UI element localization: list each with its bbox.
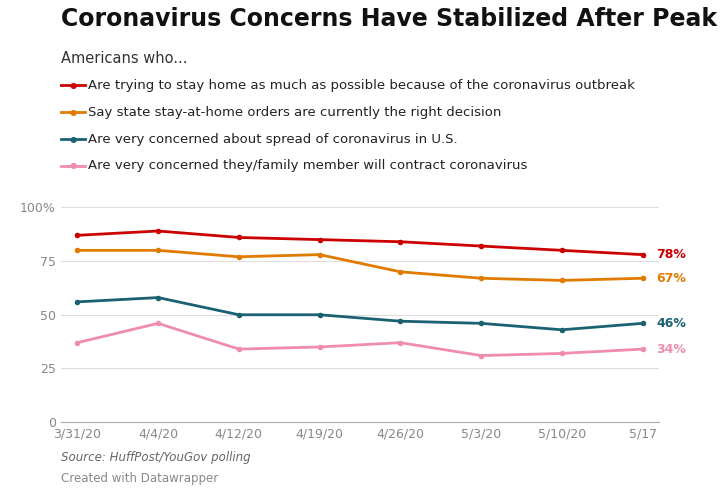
Text: Are trying to stay home as much as possible because of the coronavirus outbreak: Are trying to stay home as much as possi… bbox=[88, 79, 635, 92]
Text: Are very concerned about spread of coronavirus in U.S.: Are very concerned about spread of coron… bbox=[88, 133, 457, 145]
Text: Source: HuffPost/YouGov polling: Source: HuffPost/YouGov polling bbox=[61, 451, 251, 465]
Text: Coronavirus Concerns Have Stabilized After Peak In April: Coronavirus Concerns Have Stabilized Aft… bbox=[61, 7, 720, 31]
Text: Say state stay-at-home orders are currently the right decision: Say state stay-at-home orders are curren… bbox=[88, 106, 501, 119]
Text: ●: ● bbox=[69, 135, 77, 143]
Text: 46%: 46% bbox=[657, 317, 686, 330]
Text: 67%: 67% bbox=[657, 272, 686, 285]
Text: ●: ● bbox=[69, 81, 77, 90]
Text: Americans who...: Americans who... bbox=[61, 51, 188, 66]
Text: 78%: 78% bbox=[657, 248, 686, 261]
Text: 34%: 34% bbox=[657, 343, 686, 356]
Text: ●: ● bbox=[69, 162, 77, 170]
Text: Created with Datawrapper: Created with Datawrapper bbox=[61, 472, 218, 486]
Text: ●: ● bbox=[69, 108, 77, 117]
Text: Are very concerned they/family member will contract coronavirus: Are very concerned they/family member wi… bbox=[88, 160, 527, 172]
